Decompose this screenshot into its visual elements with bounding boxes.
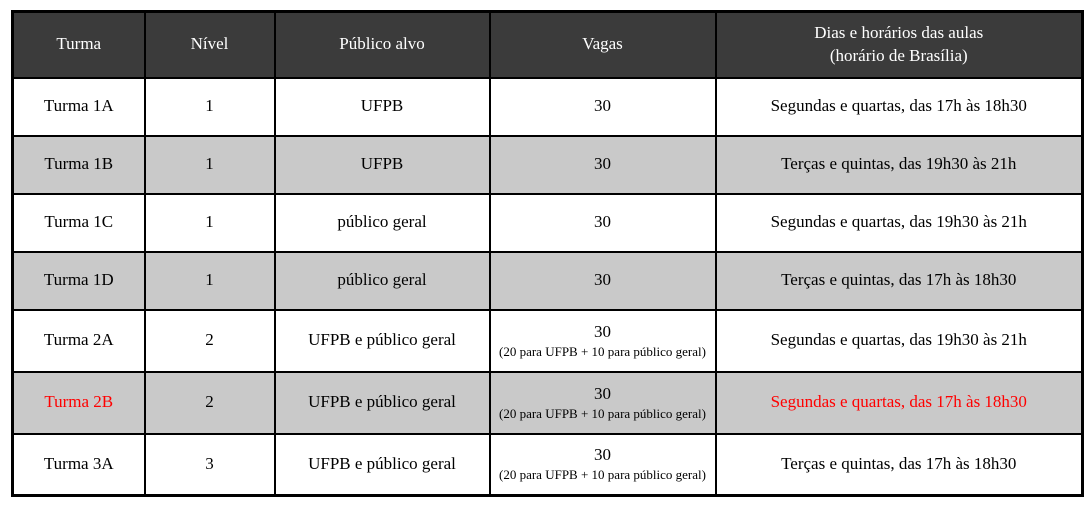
cell-vagas: 30 (20 para UFPB + 10 para público geral… — [488, 432, 717, 497]
cell-dias: Segundas e quartas, das 19h30 às 21h — [714, 192, 1084, 253]
cell-turma: Turma 3A — [11, 432, 146, 497]
cell-dias: Segundas e quartas, das 17h às 18h30 — [714, 76, 1084, 137]
column-header-vagas: Vagas — [488, 10, 717, 79]
cell-turma: Turma 2A — [11, 308, 146, 373]
cell-turma: Turma 1B — [11, 134, 146, 195]
table-row-turma-1d: Turma 1D 1 público geral 30 Terças e qui… — [11, 250, 1084, 311]
vagas-breakdown: (20 para UFPB + 10 para público geral) — [499, 405, 706, 421]
cell-vagas: 30 — [488, 134, 717, 195]
cell-publico: UFPB — [273, 134, 491, 195]
cell-vagas: 30 (20 para UFPB + 10 para público geral… — [488, 308, 717, 373]
column-header-publico-alvo: Público alvo — [273, 10, 491, 79]
cell-dias: Terças e quintas, das 19h30 às 21h — [714, 134, 1084, 195]
cell-vagas: 30 (20 para UFPB + 10 para público geral… — [488, 370, 717, 435]
table-row-turma-2b: Turma 2B 2 UFPB e público geral 30 (20 p… — [11, 370, 1084, 435]
cell-vagas: 30 — [488, 76, 717, 137]
cell-nivel: 1 — [143, 250, 276, 311]
cell-nivel: 1 — [143, 76, 276, 137]
cell-vagas: 30 — [488, 192, 717, 253]
cell-nivel: 1 — [143, 192, 276, 253]
vagas-total: 30 — [594, 321, 611, 341]
cell-turma: Turma 1D — [11, 250, 146, 311]
cell-dias: Segundas e quartas, das 17h às 18h30 — [714, 370, 1084, 435]
cell-publico: público geral — [273, 192, 491, 253]
cell-publico: UFPB e público geral — [273, 308, 491, 373]
cell-publico: UFPB — [273, 76, 491, 137]
cell-dias: Terças e quintas, das 17h às 18h30 — [714, 250, 1084, 311]
cell-nivel: 2 — [143, 308, 276, 373]
cell-dias: Terças e quintas, das 17h às 18h30 — [714, 432, 1084, 497]
cell-nivel: 3 — [143, 432, 276, 497]
column-header-dias-horarios: Dias e horários das aulas (horário de Br… — [714, 10, 1084, 79]
cell-publico: UFPB e público geral — [273, 370, 491, 435]
header-dias-line2: (horário de Brasília) — [829, 45, 968, 65]
header-row: Turma Nível Público alvo Vagas Dias e ho… — [11, 10, 1084, 79]
vagas-total: 30 — [594, 383, 611, 403]
vagas-breakdown: (20 para UFPB + 10 para público geral) — [499, 467, 706, 483]
cell-turma: Turma 2B — [11, 370, 146, 435]
cell-publico: UFPB e público geral — [273, 432, 491, 497]
cell-publico: público geral — [273, 250, 491, 311]
table-row-turma-2a: Turma 2A 2 UFPB e público geral 30 (20 p… — [11, 308, 1084, 373]
cell-nivel: 1 — [143, 134, 276, 195]
table-body: Turma 1A 1 UFPB 30 Segundas e quartas, d… — [11, 76, 1084, 497]
table-row-turma-1b: Turma 1B 1 UFPB 30 Terças e quintas, das… — [11, 134, 1084, 195]
column-header-nivel: Nível — [143, 10, 276, 79]
table-row-turma-1c: Turma 1C 1 público geral 30 Segundas e q… — [11, 192, 1084, 253]
cell-vagas: 30 — [488, 250, 717, 311]
schedule-table: Turma Nível Público alvo Vagas Dias e ho… — [11, 10, 1084, 497]
cell-dias: Segundas e quartas, das 19h30 às 21h — [714, 308, 1084, 373]
table-header: Turma Nível Público alvo Vagas Dias e ho… — [11, 10, 1084, 79]
column-header-turma: Turma — [11, 10, 146, 79]
table-row-turma-3a: Turma 3A 3 UFPB e público geral 30 (20 p… — [11, 432, 1084, 497]
cell-turma: Turma 1C — [11, 192, 146, 253]
header-dias-line1: Dias e horários das aulas — [814, 22, 984, 42]
cell-turma: Turma 1A — [11, 76, 146, 137]
cell-nivel: 2 — [143, 370, 276, 435]
vagas-total: 30 — [594, 445, 611, 465]
table-row-turma-1a: Turma 1A 1 UFPB 30 Segundas e quartas, d… — [11, 76, 1084, 137]
vagas-breakdown: (20 para UFPB + 10 para público geral) — [499, 343, 706, 359]
